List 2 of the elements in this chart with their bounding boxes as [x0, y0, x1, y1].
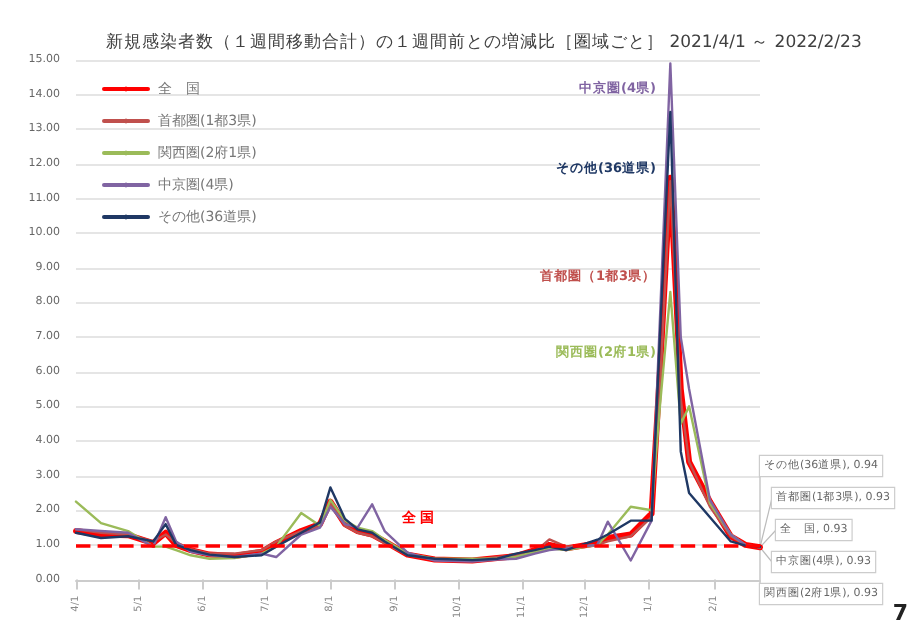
chart-title: 新規感染者数（１週間移動合計）の１週間前との増減比［圏域ごと］ 2021/4/1 ～ 2022/2/23 [106, 31, 862, 53]
text: 7 [892, 600, 908, 626]
